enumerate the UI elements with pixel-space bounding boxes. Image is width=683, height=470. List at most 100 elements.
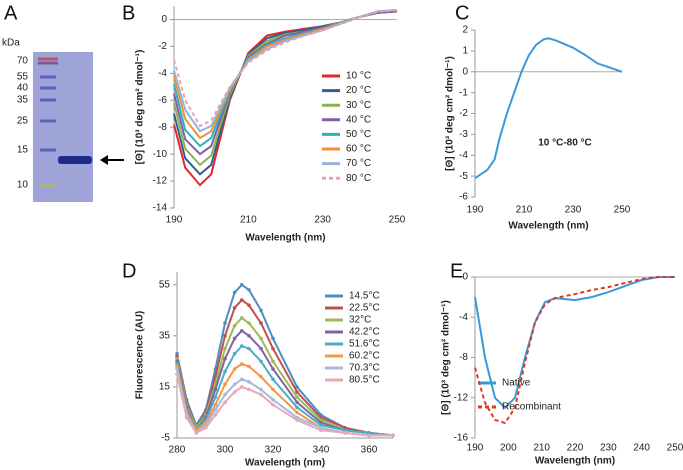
y-tick-label: 35	[159, 330, 171, 341]
data-point	[213, 403, 218, 407]
unit-label: kDa	[2, 38, 20, 49]
data-point	[247, 346, 251, 351]
marker-label: 15	[17, 145, 29, 156]
panel-label: A	[4, 2, 18, 24]
data-point	[175, 357, 179, 361]
marker-label: 25	[17, 116, 29, 127]
data-point	[213, 387, 218, 392]
y-tick-label: -16	[454, 433, 469, 444]
y-tick-label: -8	[459, 352, 468, 363]
x-tick-label: 190	[467, 443, 484, 454]
y-tick-label: -10	[153, 149, 168, 160]
protein-band	[58, 156, 92, 164]
legend-label: 70 °C	[346, 158, 371, 169]
data-point	[295, 385, 299, 389]
y-tick-label: -12	[454, 392, 469, 403]
x-tick-label: 280	[169, 445, 186, 456]
data-point	[175, 364, 179, 369]
data-point	[271, 387, 275, 392]
x-tick-label: 360	[361, 445, 378, 456]
y-tick-label: -2	[459, 108, 468, 119]
x-tick-label: 230	[600, 443, 617, 454]
data-point	[240, 298, 244, 302]
legend-label: 51.6°C	[349, 339, 380, 350]
x-tick-label: 240	[633, 443, 650, 454]
data-point	[271, 336, 275, 341]
y-axis-title: [Θ] (10³ deg cm² dmol⁻¹)	[445, 56, 456, 171]
chart: E -16 -12 -8 -4 0 190 200 210 220 230 240 250 Wavelen…	[441, 260, 683, 466]
x-tick-label: 250	[614, 205, 631, 216]
data-point	[194, 431, 198, 435]
data-point	[271, 346, 275, 351]
data-point	[295, 405, 299, 410]
y-tick-label: 0	[161, 14, 167, 25]
data-point	[271, 403, 275, 407]
data-point	[240, 385, 244, 389]
data-line	[176, 344, 394, 437]
data-point	[343, 431, 347, 435]
y-tick-label: -6	[459, 192, 468, 203]
legend-label: 80 °C	[346, 173, 371, 184]
data-point	[204, 425, 208, 430]
legend-label: 14.5°C	[349, 291, 380, 302]
data-point	[223, 369, 227, 374]
legend-label: 42.2°C	[349, 327, 380, 338]
x-tick-label: 250	[389, 215, 406, 226]
x-tick-label: 250	[667, 443, 683, 454]
data-line	[474, 37, 623, 180]
legend-label: 80.5°C	[349, 375, 380, 386]
data-line	[173, 9, 398, 128]
data-line	[176, 283, 394, 437]
data-point	[232, 290, 237, 295]
x-tick-label: 190	[166, 215, 183, 226]
x-tick-label: 340	[313, 445, 330, 456]
chart: D -5 15 35 55 280 300 320 340 360 Wavelength (nm) F…	[122, 260, 395, 469]
y-tick-label: -4	[158, 68, 167, 79]
y-tick-label: -2	[158, 41, 167, 52]
marker-label: 40	[17, 83, 29, 94]
data-point	[367, 433, 371, 438]
annotation: 10 °C-80 °C	[538, 138, 592, 149]
chart: B -14 -12 -10 -8 -6 -4 -2 0 190 210 230 250 Wavelengt…	[122, 2, 406, 243]
data-point	[223, 392, 227, 397]
y-tick-label: 0	[462, 272, 468, 283]
x-tick-label: 210	[240, 215, 257, 226]
legend-label: 10 °C	[346, 71, 371, 82]
data-point	[223, 382, 227, 387]
data-point	[232, 305, 237, 310]
y-tick-label: -4	[459, 312, 468, 323]
data-point	[259, 321, 263, 325]
ladder	[38, 57, 58, 187]
arrow	[100, 155, 124, 165]
data-point	[175, 372, 179, 376]
x-axis-title: Wavelength (nm)	[535, 456, 615, 467]
y-tick-label: 2	[462, 25, 468, 36]
data-point	[259, 387, 263, 392]
data-point	[271, 359, 275, 364]
legend-label: 70.3°C	[349, 363, 380, 374]
x-tick-label: 230	[565, 205, 582, 216]
data-point	[247, 303, 251, 308]
data-point	[343, 425, 347, 430]
data-point	[232, 367, 237, 371]
data-point	[259, 392, 263, 397]
x-tick-label: 230	[314, 215, 331, 226]
data-point	[247, 387, 251, 392]
data-point	[259, 336, 263, 341]
data-point	[175, 362, 179, 366]
legend-label: 22.5°C	[349, 303, 380, 314]
data-line	[173, 9, 398, 133]
data-point	[247, 288, 251, 292]
legend-label: Recombinant	[502, 402, 561, 413]
marker-label: 10	[17, 180, 29, 191]
y-tick-label: -1	[459, 87, 468, 98]
y-tick-label: 55	[159, 279, 171, 290]
data-point	[213, 408, 218, 412]
y-tick-label: -5	[161, 433, 170, 444]
data-point	[240, 282, 244, 287]
data-point	[213, 413, 218, 417]
data-point	[213, 395, 218, 399]
x-axis-title: Wavelength (nm)	[245, 458, 325, 469]
data-point	[271, 397, 275, 402]
